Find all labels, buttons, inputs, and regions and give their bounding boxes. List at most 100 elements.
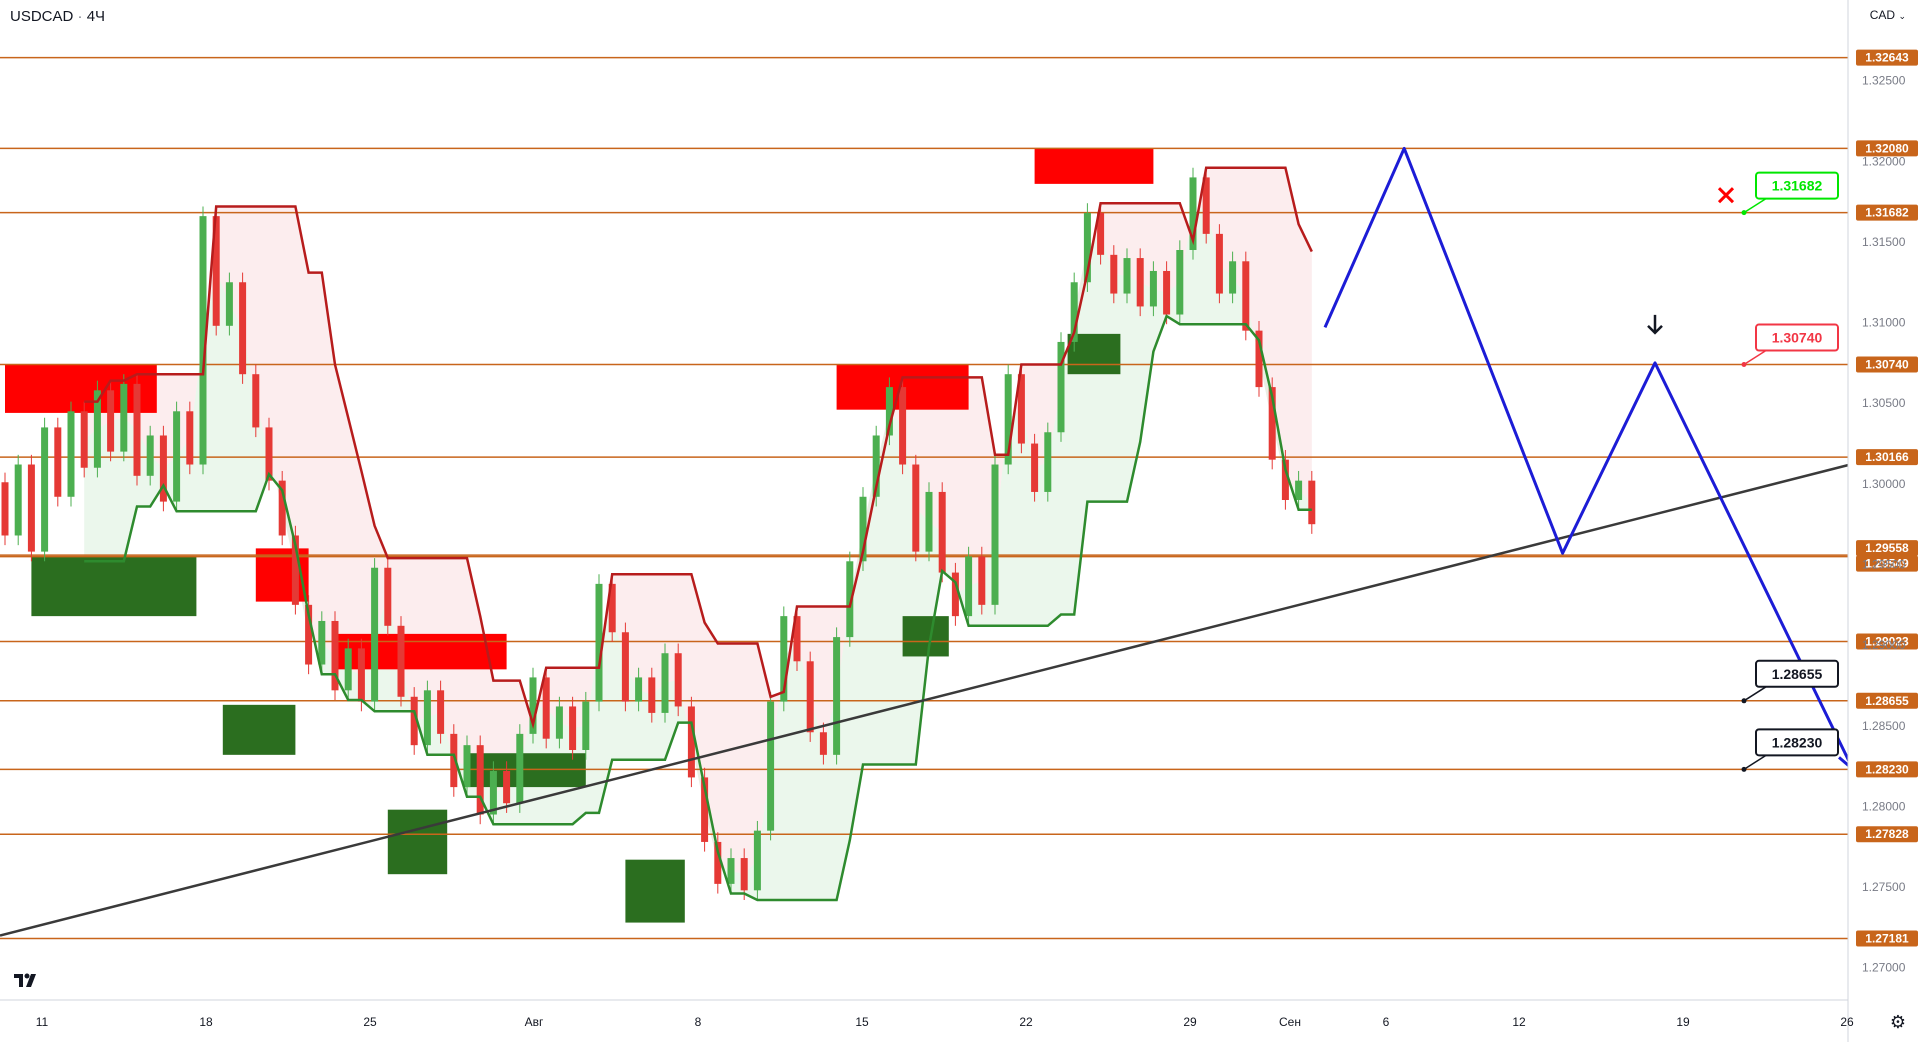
candle-body — [199, 216, 207, 465]
candle-body — [423, 690, 431, 746]
candle-body — [1, 482, 9, 536]
candle-body — [1083, 212, 1091, 283]
candle-body — [833, 637, 841, 755]
level-price-tag — [1856, 540, 1918, 557]
candle-body — [1268, 387, 1276, 460]
callout-pointer — [1743, 197, 1767, 214]
level-price-label: 1.32080 — [1865, 141, 1909, 155]
candle-body — [146, 435, 154, 476]
candle-body — [925, 491, 933, 552]
candle-body — [1215, 233, 1223, 294]
price-axis-panel — [1848, 0, 1920, 1042]
demand-zone — [467, 753, 586, 788]
level-price-tag — [1856, 140, 1918, 157]
candle-body — [357, 648, 365, 702]
candle-body — [489, 770, 497, 815]
candle-body — [661, 653, 669, 713]
candle-body — [727, 858, 735, 884]
time-tick-label: 26 — [1840, 1015, 1854, 1029]
candle-body — [753, 830, 761, 891]
callout-box — [1755, 171, 1839, 200]
candle-body — [1255, 330, 1263, 388]
candle-body — [331, 620, 339, 691]
candle-body — [503, 770, 511, 804]
level-price-tag — [1856, 555, 1918, 572]
tradingview-logo-icon[interactable] — [12, 970, 42, 994]
candle-body — [1163, 270, 1171, 315]
price-tick-label: 1.32500 — [1862, 74, 1906, 88]
currency-selector[interactable]: CAD ⌄ — [1870, 8, 1906, 22]
trailing-stop-upper — [84, 166, 1313, 730]
candle-body — [608, 583, 616, 633]
level-price-tag — [1856, 930, 1918, 947]
candle-body — [437, 690, 445, 734]
price-tick-label: 1.32000 — [1862, 154, 1906, 168]
price-tick-label: 1.30500 — [1862, 396, 1906, 410]
candle-body — [1202, 177, 1210, 234]
candle-body — [67, 411, 75, 497]
callout-pointer — [1743, 686, 1767, 702]
interval-label: 4Ч — [86, 8, 106, 25]
callout-price-label: 1.31682 — [1772, 178, 1823, 194]
candle-body — [595, 583, 603, 702]
candle-body — [397, 625, 405, 697]
candle-body — [978, 556, 986, 605]
candle-body — [912, 464, 920, 552]
time-tick-label: 6 — [1383, 1015, 1390, 1029]
candle-body — [305, 604, 313, 665]
symbol-separator: · — [77, 8, 83, 25]
level-price-label: 1.28655 — [1865, 694, 1909, 708]
candle-body — [1057, 341, 1065, 433]
demand-zone — [222, 704, 296, 755]
price-tick-label: 1.30000 — [1862, 477, 1906, 491]
candle-body — [463, 745, 471, 788]
candle-body — [107, 390, 115, 452]
trailing-stop-lower — [84, 314, 1312, 902]
level-price-tag — [1856, 449, 1918, 466]
candle-body — [674, 653, 682, 707]
candle-body — [93, 390, 101, 468]
candle-body — [899, 387, 907, 465]
callout-anchor — [1741, 362, 1747, 368]
callout-price-label: 1.28655 — [1772, 666, 1823, 682]
candle-body — [1176, 250, 1184, 315]
candle-body — [542, 677, 550, 739]
level-price-label: 1.31682 — [1865, 206, 1909, 220]
uptrend-fill — [84, 205, 1312, 901]
price-tick-label: 1.29500 — [1862, 558, 1906, 572]
candle-body — [635, 677, 643, 702]
candle-body — [239, 282, 247, 375]
time-tick-label: Авг — [525, 1015, 544, 1029]
candle-body — [1229, 261, 1237, 294]
candle-body — [344, 648, 352, 691]
candle-body — [1149, 270, 1157, 307]
cross-mark-icon — [1717, 187, 1735, 204]
price-tick-label: 1.31500 — [1862, 235, 1906, 249]
candle-body — [371, 567, 379, 702]
symbol-title[interactable]: USDCAD · 4Ч — [10, 8, 105, 25]
callout-price-label: 1.30740 — [1772, 330, 1823, 346]
candle-body — [965, 556, 973, 617]
level-price-label: 1.30740 — [1865, 358, 1909, 372]
candle-body — [1070, 282, 1078, 342]
candle-body — [687, 706, 695, 778]
arrow-down-icon — [1647, 314, 1663, 335]
candle-body — [1189, 177, 1197, 250]
candle-body — [1110, 254, 1118, 294]
callout-price-label: 1.28230 — [1772, 734, 1823, 750]
time-tick-label: 25 — [363, 1015, 377, 1029]
time-tick-label: 8 — [695, 1015, 702, 1029]
callout-pointer — [1743, 349, 1767, 366]
candle-body — [991, 464, 999, 605]
price-tick-label: 1.31000 — [1862, 316, 1906, 330]
candle-body — [1031, 443, 1039, 492]
symbol-name: USDCAD — [10, 8, 74, 25]
downtrend-fill — [84, 167, 1312, 875]
level-price-label: 1.30166 — [1865, 450, 1909, 464]
level-price-label: 1.29558 — [1865, 541, 1909, 555]
candle-body — [54, 427, 62, 497]
candle-body — [41, 427, 49, 552]
candle-body — [529, 677, 537, 734]
gear-icon[interactable]: ⚙ — [1889, 1012, 1906, 1032]
